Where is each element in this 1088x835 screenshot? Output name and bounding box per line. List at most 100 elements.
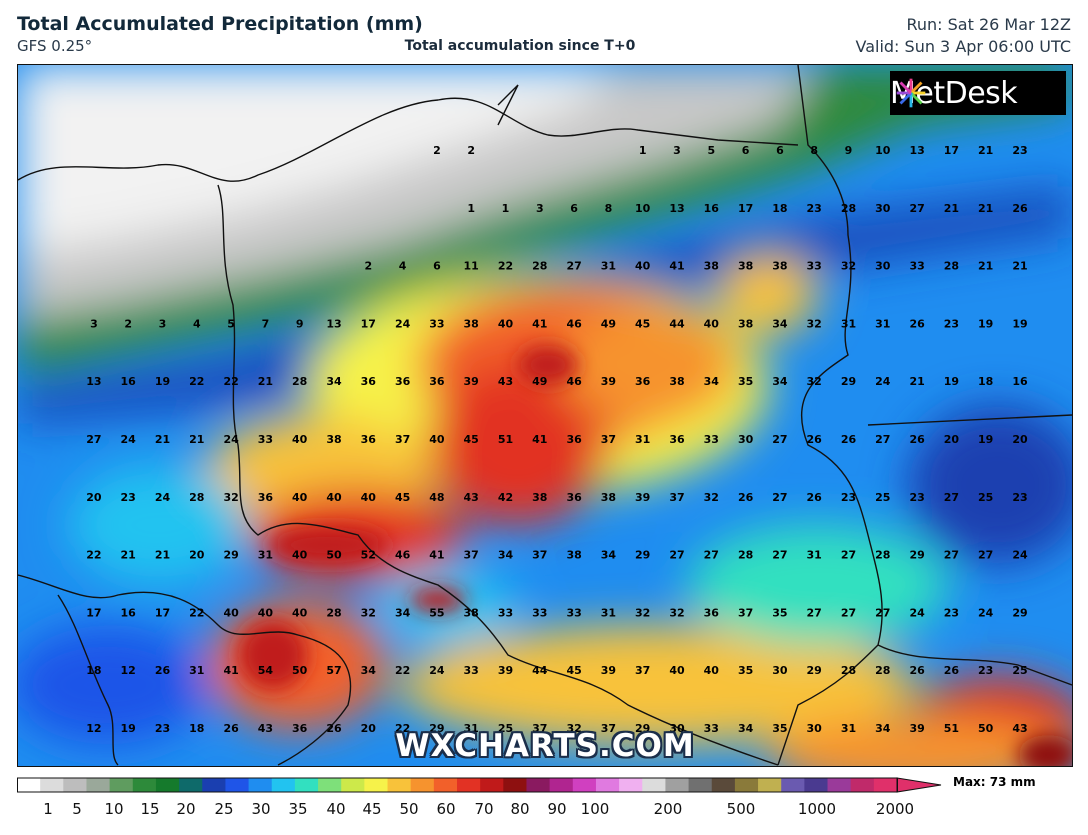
grid-value: 17 [738,202,753,215]
grid-value: 40 [498,317,514,330]
grid-value: 32 [566,722,581,735]
legend-swatch [271,778,296,792]
grid-value: 19 [1012,317,1027,330]
grid-value: 27 [875,433,890,446]
grid-value: 40 [292,491,308,504]
grid-value: 33 [704,722,719,735]
legend-tick-label: 60 [436,800,456,818]
grid-value: 22 [395,664,410,677]
grid-value: 45 [395,491,410,504]
grid-value: 31 [875,317,890,330]
grid-value: 40 [292,606,308,619]
grid-value: 17 [155,606,170,619]
legend-swatch [17,778,41,792]
run-label: Run: Sat 26 Mar 12Z [906,15,1071,34]
grid-value: 49 [532,375,547,388]
grid-value: 43 [498,375,513,388]
grid-value: 6 [570,202,578,215]
grid-value: 26 [1012,202,1028,215]
grid-value: 40 [669,664,685,677]
grid-value: 23 [978,664,993,677]
grid-value: 40 [326,491,342,504]
grid-value: 36 [566,491,582,504]
grid-value: 43 [258,722,273,735]
grid-value: 27 [944,491,959,504]
grid-value: 21 [944,202,959,215]
grid-value: 10 [875,144,891,157]
grid-value: 24 [395,317,411,330]
grid-value: 36 [635,375,651,388]
grid-value: 6 [776,144,784,157]
valid-label: Valid: Sun 3 Apr 06:00 UTC [855,37,1072,56]
grid-value: 40 [223,606,239,619]
grid-value: 46 [566,375,582,388]
grid-value: 2 [433,144,441,157]
grid-value: 10 [635,202,651,215]
grid-value: 39 [909,722,924,735]
grid-value: 26 [909,664,925,677]
grid-value: 36 [361,433,377,446]
grid-value: 20 [86,491,102,504]
watermark: WXCHARTS.COM [395,728,695,764]
grid-value: 25 [1012,664,1027,677]
grid-value: 12 [86,722,101,735]
grid-value: 28 [944,260,959,273]
legend-swatch [341,778,365,792]
grid-value: 34 [326,375,342,388]
grid-value: 35 [772,606,787,619]
grid-value: 40 [429,433,445,446]
legend-tick-label: 5 [72,800,82,818]
grid-value: 12 [121,664,136,677]
grid-value: 31 [464,722,479,735]
precipitation-map[interactable]: 2 2 1 3 5 6 6 8 9 10 13 17 21 23 1 1 3 6 8 10 13 16 17 18 23 28 30… [17,64,1073,767]
grid-value: 16 [121,375,137,388]
grid-value: 38 [772,260,787,273]
grid-value: 31 [189,664,204,677]
grid-value: 34 [361,664,377,677]
grid-value: 34 [738,722,754,735]
legend-tick-label: 35 [288,800,308,818]
legend-tick-label: 90 [547,800,567,818]
grid-value: 24 [1012,549,1028,562]
grid-value: 52 [361,549,376,562]
grid-value: 32 [635,606,650,619]
grid-value: 39 [498,664,513,677]
legend-swatch [619,778,643,792]
grid-value: 28 [841,202,856,215]
grid-value: 19 [978,317,993,330]
grid-value: 26 [841,433,857,446]
grid-value: 23 [1012,144,1027,157]
grid-value: 18 [86,664,101,677]
grid-value: 42 [498,491,513,504]
grid-value: 45 [566,664,581,677]
grid-value: 13 [669,202,684,215]
grid-value: 23 [841,491,856,504]
grid-value: 30 [772,664,788,677]
grid-value: 28 [326,606,341,619]
grid-value: 37 [601,433,616,446]
grid-value: 28 [841,664,856,677]
legend-tick-label: 1000 [797,800,837,818]
grid-value: 32 [223,491,238,504]
grid-value: 27 [704,549,719,562]
grid-value: 3 [673,144,681,157]
grid-value: 29 [1012,606,1027,619]
grid-value: 30 [875,260,891,273]
grid-value: 29 [909,549,924,562]
grid-value: 34 [498,549,514,562]
grid-value: 37 [635,664,650,677]
grid-value: 33 [566,606,581,619]
grid-value: 9 [296,317,304,330]
grid-value: 35 [772,722,787,735]
grid-value: 18 [772,202,787,215]
legend-swatch [642,778,666,792]
grid-value: 37 [669,491,684,504]
grid-value: 44 [669,317,685,330]
grid-value: 24 [875,375,891,388]
grid-value: 38 [464,606,479,619]
grid-value: 28 [738,549,753,562]
grid-value: 26 [807,433,823,446]
legend-swatch [132,778,157,792]
grid-value: 37 [601,722,616,735]
legend-tick-label: 40 [326,800,346,818]
